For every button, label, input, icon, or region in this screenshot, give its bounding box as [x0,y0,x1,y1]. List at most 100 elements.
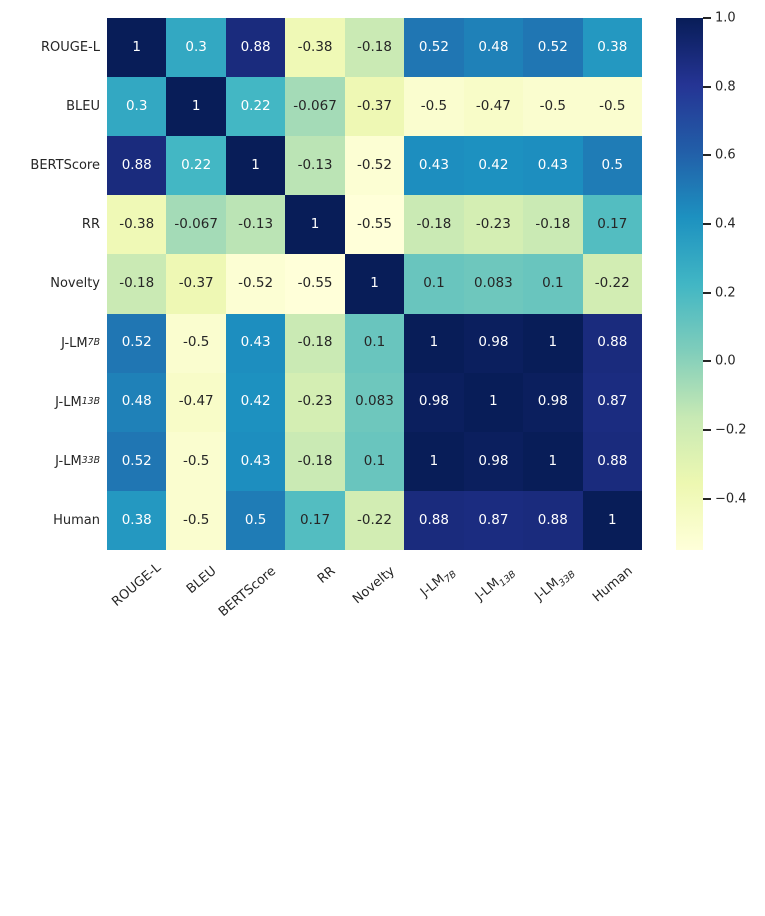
heatmap-cell: -0.5 [523,77,583,137]
heatmap-cell: 0.88 [582,431,642,491]
heatmap-cell: 1 [523,313,583,373]
colorbar-tick [703,154,711,157]
heatmap-cell: 1 [463,372,524,432]
heatmap-cell: 0.52 [523,18,583,78]
colorbar: 1.0 0.8 0.6 0.4 0.2 0.0 −0.2 −0.4 [676,11,765,550]
x-tick-label: J-LM7B [417,568,459,601]
y-tick-label: Human [53,512,100,528]
heatmap-cell: -0.18 [285,431,345,491]
heatmap-cell: -0.47 [166,372,226,432]
heatmap-cell: -0.13 [225,195,286,255]
heatmap-cell: -0.23 [463,195,524,255]
colorbar-tick-label: 0.8 [715,79,736,95]
heatmap-cell: -0.37 [344,77,405,137]
heatmap-cell: 1 [225,136,286,196]
heatmap-cell: 0.43 [523,136,583,196]
heatmap-cell: -0.5 [582,77,642,137]
heatmap-cell: 0.5 [225,490,286,550]
colorbar-tick-label: 0.4 [715,216,736,232]
heatmap-cell: 0.38 [107,490,167,550]
heatmap-cell: -0.5 [166,431,226,491]
colorbar-tick-label: −0.4 [715,491,747,507]
heatmap-cell: -0.18 [107,254,167,314]
colorbar-tick [703,17,711,19]
heatmap-cell: 0.42 [225,372,286,432]
heatmap-cell: 0.17 [285,490,345,550]
heatmap-cell: 0.083 [344,372,405,432]
heatmap-cell: -0.55 [285,254,345,314]
heatmap-cell: 0.48 [463,18,524,78]
heatmap-cell: -0.52 [344,136,405,196]
heatmap-cell: -0.067 [166,195,226,255]
colorbar-tick-label: 0.6 [715,147,736,163]
heatmap-cell: -0.18 [523,195,583,255]
heatmap-cell: 0.52 [107,431,167,491]
heatmap-cell: 0.87 [463,490,524,550]
heatmap-cell: -0.22 [582,254,642,314]
correlation-heatmap-figure: ROUGE-L BLEU BERTScore RR Novelty J-LM 7B J-LM 1… [0,10,765,620]
heatmap-cell: 0.083 [463,254,524,314]
heatmap-cell: 0.98 [404,372,464,432]
y-tick-label: J-LM 33B [55,453,100,469]
heatmap-cell: 0.38 [582,18,642,78]
heatmap-cell: 0.88 [225,18,286,78]
y-tick-label: Novelty [50,276,100,292]
colorbar-tick [703,360,711,363]
heatmap-cell: -0.47 [463,77,524,137]
colorbar-gradient [676,18,703,550]
heatmap-cell: 0.42 [463,136,524,196]
y-tick-label: BLEU [66,99,100,115]
x-tick-label: ROUGE-L [109,560,165,610]
colorbar-tick [703,428,711,431]
heatmap-cell: 0.52 [404,18,464,78]
heatmap-cell: -0.22 [344,490,405,550]
heatmap-cell: 1 [344,254,405,314]
heatmap-cell: 0.43 [225,313,286,373]
heatmap-cell: 0.1 [344,431,405,491]
heatmap-cell: 0.1 [344,313,405,373]
heatmap-cell: 0.43 [225,431,286,491]
heatmap-cell: -0.13 [285,136,345,196]
y-tick-label: ROUGE-L [40,40,100,56]
heatmap-cell: 1 [404,313,464,373]
heatmap-cell: 0.88 [404,490,464,550]
colorbar-tick-label: 1.0 [715,10,736,26]
heatmap-cell: 0.3 [107,77,167,137]
heatmap-cell: 0.43 [404,136,464,196]
heatmap-cell: 1 [107,18,167,78]
heatmap-cell: 0.98 [523,372,583,432]
heatmap-cell: -0.38 [107,195,167,255]
colorbar-tick [703,85,711,88]
heatmap-cell: 0.1 [523,254,583,314]
y-tick-label: J-LM 7B [61,335,100,351]
heatmap-cell: -0.37 [166,254,226,314]
heatmap-cell: -0.5 [404,77,464,137]
colorbar-tick [703,291,711,294]
heatmap-cell: -0.55 [344,195,405,255]
heatmap-cell: 0.48 [107,372,167,432]
heatmap-cell: 0.88 [582,313,642,373]
heatmap-cell: -0.18 [404,195,464,255]
heatmap-cell: -0.18 [285,313,345,373]
colorbar-tick [703,497,711,500]
heatmap-cell: 1 [404,431,464,491]
colorbar-tick [703,222,711,225]
y-tick-label: BERTScore [30,158,100,174]
colorbar-tick-label: −0.2 [715,422,747,438]
heatmap-cell: 0.17 [582,195,642,255]
heatmap-cell: 0.98 [463,313,524,373]
heatmap-cell: 0.88 [107,136,167,196]
y-tick-label: RR [81,217,100,233]
heatmap-cell: 0.52 [107,313,167,373]
heatmap-cell: 1 [523,431,583,491]
heatmap-cell: 0.3 [166,18,226,78]
heatmap-cell: 0.1 [404,254,464,314]
colorbar-tick-label: 0.2 [715,285,736,301]
heatmap-cell: -0.52 [225,254,286,314]
heatmap-cell: 0.88 [523,490,583,550]
heatmap-cell: 1 [582,490,642,550]
heatmap-grid: 1 0.3 0.88 -0.38 -0.18 0.52 0.48 0.52 0.38 0.3 1 0.… [107,18,642,550]
y-axis-labels: ROUGE-L BLEU BERTScore RR Novelty J-LM 7B J-LM 1… [0,18,100,550]
heatmap-cell: -0.38 [285,18,345,78]
colorbar-tick-label: 0.0 [715,353,736,369]
